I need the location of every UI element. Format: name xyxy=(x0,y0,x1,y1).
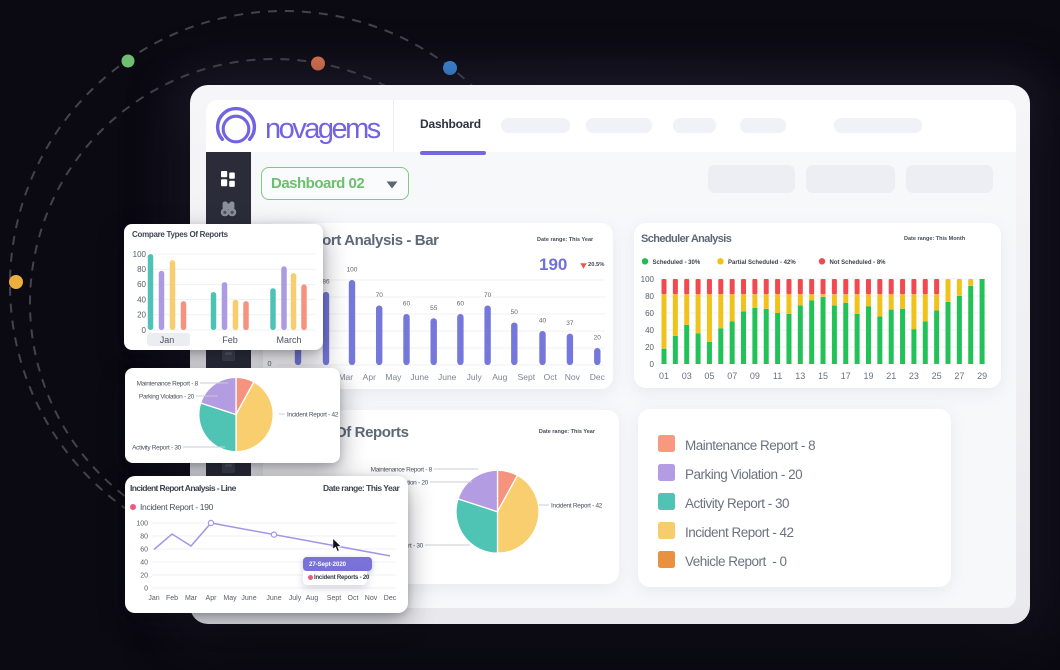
svg-text:40: 40 xyxy=(137,295,146,304)
svg-text:Dec: Dec xyxy=(590,372,606,382)
svg-text:50: 50 xyxy=(511,309,519,316)
svg-text:Partial Scheduled - 42%: Partial Scheduled - 42% xyxy=(728,260,796,266)
svg-text:Mar: Mar xyxy=(185,595,198,602)
svg-text:Nov: Nov xyxy=(565,372,581,382)
svg-text:23: 23 xyxy=(909,371,919,381)
svg-text:100: 100 xyxy=(641,275,655,284)
svg-text:March: March xyxy=(276,335,301,345)
svg-text:May: May xyxy=(223,595,237,602)
svg-text:Jan: Jan xyxy=(160,335,175,345)
svg-text:June: June xyxy=(266,595,281,602)
svg-text:86: 86 xyxy=(322,278,330,285)
svg-text:40: 40 xyxy=(140,560,148,567)
svg-text:40: 40 xyxy=(645,326,654,335)
svg-text:11: 11 xyxy=(773,371,782,381)
svg-text:Nov: Nov xyxy=(365,595,378,602)
svg-text:20: 20 xyxy=(645,343,654,352)
svg-text:55: 55 xyxy=(430,305,438,312)
svg-text:21: 21 xyxy=(886,371,896,381)
svg-text:01: 01 xyxy=(659,371,669,381)
svg-text:Aug: Aug xyxy=(492,372,507,382)
svg-text:July: July xyxy=(467,372,483,382)
svg-text:Incident Report - 42: Incident Report - 42 xyxy=(551,503,603,510)
svg-text:100: 100 xyxy=(133,250,147,259)
svg-text:40: 40 xyxy=(539,318,547,325)
svg-text:May: May xyxy=(385,372,402,382)
svg-text:60: 60 xyxy=(137,280,146,289)
svg-text:13: 13 xyxy=(795,371,805,381)
svg-text:Incident Report - 42: Incident Report - 42 xyxy=(287,412,339,419)
svg-text:27: 27 xyxy=(954,371,964,381)
svg-text:100: 100 xyxy=(136,521,148,528)
svg-text:Parking Violation - 20: Parking Violation - 20 xyxy=(139,394,195,401)
svg-text:Aug: Aug xyxy=(306,595,319,602)
svg-text:0: 0 xyxy=(144,586,148,593)
svg-text:09: 09 xyxy=(750,371,760,381)
svg-text:Feb: Feb xyxy=(166,595,178,602)
svg-text:07: 07 xyxy=(727,371,737,381)
svg-text:80: 80 xyxy=(137,265,146,274)
svg-text:Sept: Sept xyxy=(518,372,536,382)
svg-text:Activity Report - 30: Activity Report - 30 xyxy=(132,445,182,452)
svg-text:05: 05 xyxy=(704,371,714,381)
svg-text:19: 19 xyxy=(863,371,873,381)
svg-text:Jan: Jan xyxy=(148,595,159,602)
svg-text:Oct: Oct xyxy=(348,595,359,602)
svg-text:June: June xyxy=(241,595,256,602)
svg-text:Apr: Apr xyxy=(363,372,376,382)
svg-text:25: 25 xyxy=(932,371,942,381)
svg-text:0: 0 xyxy=(650,360,655,369)
svg-text:Apr: Apr xyxy=(206,595,218,602)
svg-text:29: 29 xyxy=(977,371,987,381)
svg-text:03: 03 xyxy=(682,371,692,381)
svg-text:60: 60 xyxy=(457,301,465,308)
svg-text:July: July xyxy=(289,595,302,602)
svg-text:20: 20 xyxy=(594,335,602,342)
svg-text:Dec: Dec xyxy=(384,595,397,602)
svg-text:80: 80 xyxy=(645,292,654,301)
svg-text:37: 37 xyxy=(566,320,574,327)
svg-text:Maintenance Report - 8: Maintenance Report - 8 xyxy=(137,381,199,388)
svg-text:15: 15 xyxy=(818,371,828,381)
svg-text:June: June xyxy=(410,372,429,382)
svg-text:20: 20 xyxy=(137,311,146,320)
svg-text:70: 70 xyxy=(376,292,384,299)
svg-text:0: 0 xyxy=(142,326,147,335)
svg-text:Feb: Feb xyxy=(222,335,238,345)
svg-text:Oct: Oct xyxy=(544,372,558,382)
svg-text:0: 0 xyxy=(267,359,271,368)
svg-text:Mar: Mar xyxy=(338,372,353,382)
svg-text:70: 70 xyxy=(484,292,492,299)
svg-text:100: 100 xyxy=(347,267,358,274)
svg-text:Maintenance Report - 8: Maintenance Report - 8 xyxy=(371,467,433,474)
svg-text:Scheduled - 30%: Scheduled - 30% xyxy=(653,260,701,266)
svg-text:Date range: This Year: Date range: This Year xyxy=(539,429,596,435)
svg-text:June: June xyxy=(438,372,457,382)
svg-text:Not Scheduled - 8%: Not Scheduled - 8% xyxy=(830,260,887,266)
svg-text:60: 60 xyxy=(140,547,148,554)
svg-text:60: 60 xyxy=(645,309,654,318)
svg-text:17: 17 xyxy=(841,371,851,381)
svg-text:60: 60 xyxy=(403,301,411,308)
svg-text:80: 80 xyxy=(140,534,148,541)
svg-text:Sept: Sept xyxy=(327,595,341,602)
svg-text:20: 20 xyxy=(140,573,148,580)
